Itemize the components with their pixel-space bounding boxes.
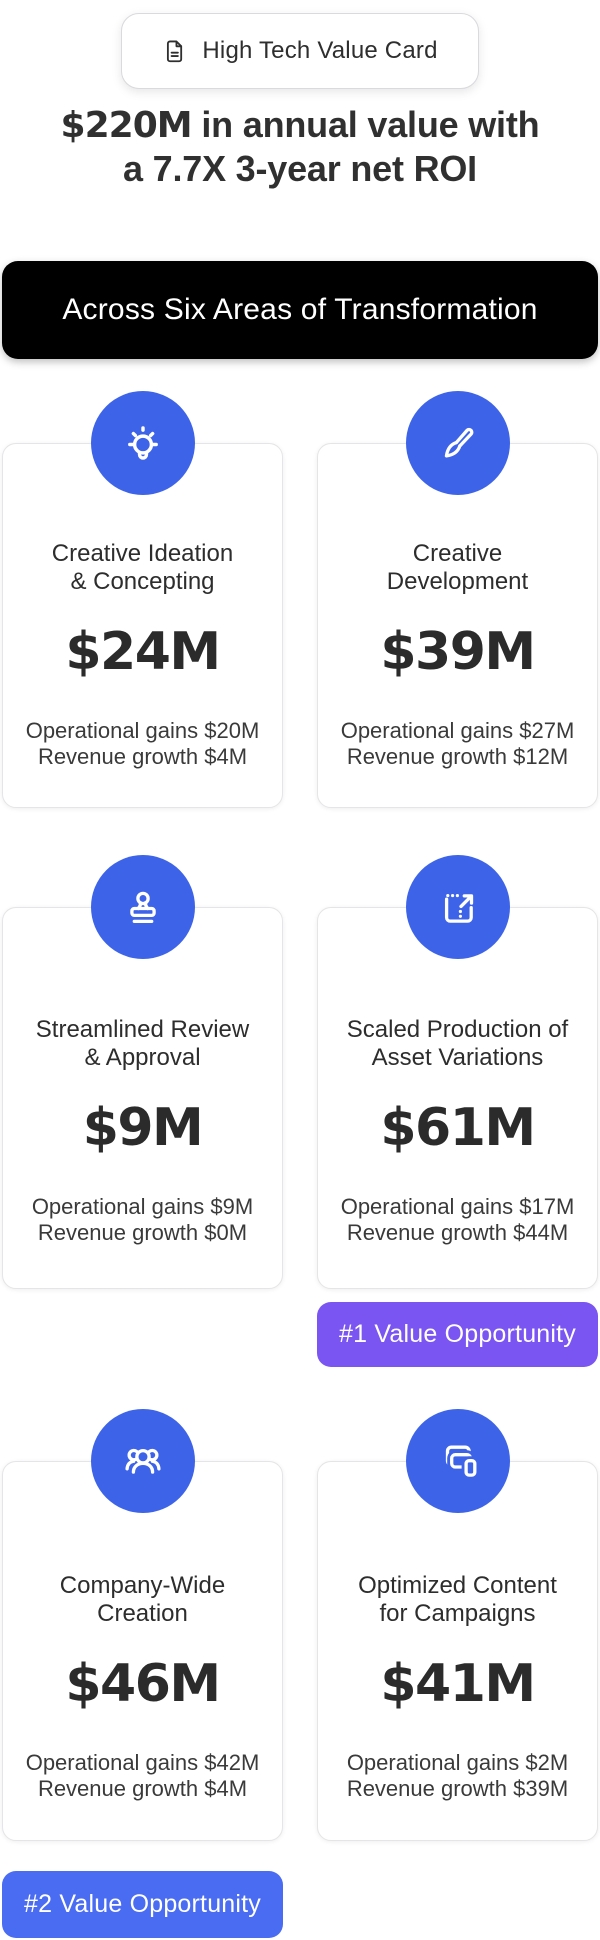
card-title-line: Asset Variations: [371, 1044, 544, 1071]
card-title: Creative Ideation & Concepting: [52, 540, 233, 596]
card-title-line: Company-Wide: [59, 1572, 226, 1599]
revenue-growth-text: Revenue growth $4M: [37, 1776, 248, 1801]
card-title-line: Scaled Production of: [346, 1016, 569, 1043]
card-title: Scaled Production of Asset Variations: [347, 1016, 568, 1072]
card-details: Operational gains $9M Revenue growth $0M: [32, 1194, 253, 1246]
badge-row-2: #2 Value Opportunity: [0, 1871, 600, 1938]
stamp-icon: [90, 855, 195, 959]
card-value: $41M: [380, 1654, 536, 1714]
operational-gains-text: Operational gains $9M: [31, 1194, 254, 1219]
card-value: $46M: [65, 1654, 221, 1714]
value-card-optimized-content: Optimized Content for Campaigns $41M Ope…: [317, 1409, 598, 1841]
revenue-growth-text: Revenue growth $12M: [346, 744, 569, 769]
card-row-2: Streamlined Review & Approval $9M Operat…: [0, 855, 600, 1289]
pill-label: High Tech Value Card: [202, 37, 438, 64]
people-group-icon: [90, 1409, 195, 1513]
card-value: $9M: [82, 1098, 204, 1158]
card-title-line: Creative Ideation: [51, 540, 234, 567]
document-icon: [162, 38, 189, 65]
headline-highlight: $220M: [60, 105, 193, 146]
value-card-creative-development: Creative Development $39M Operational ga…: [317, 391, 598, 808]
card-details: Operational gains $2M Revenue growth $39…: [347, 1750, 568, 1802]
value-card-streamlined-review: Streamlined Review & Approval $9M Operat…: [2, 855, 283, 1289]
card-value: $39M: [380, 622, 536, 682]
operational-gains-text: Operational gains $27M: [340, 718, 575, 743]
card-body: Streamlined Review & Approval $9M Operat…: [2, 907, 283, 1289]
card-body: Scaled Production of Asset Variations $6…: [317, 907, 598, 1289]
operational-gains-text: Operational gains $20M: [25, 718, 260, 743]
content-formats-icon: [405, 1409, 510, 1513]
card-title: Streamlined Review & Approval: [36, 1016, 249, 1072]
card-title-line: & Concepting: [70, 568, 215, 595]
card-row-3: Company-Wide Creation $46M Operational g…: [0, 1409, 600, 1841]
value-card-scaled-production: Scaled Production of Asset Variations $6…: [317, 855, 598, 1289]
card-title: Creative Development: [387, 540, 528, 596]
section-banner: Across Six Areas of Transformation: [2, 261, 598, 359]
headline-line2: a 7.7X 3-year net ROI: [123, 148, 477, 189]
card-title-line: Development: [386, 568, 529, 595]
card-title: Company-Wide Creation: [60, 1572, 225, 1628]
card-row-1: Creative Ideation & Concepting $24M Oper…: [0, 391, 600, 808]
card-title-line: Streamlined Review: [35, 1016, 250, 1043]
revenue-growth-text: Revenue growth $44M: [346, 1220, 569, 1245]
card-title-line: Optimized Content: [358, 1572, 557, 1599]
card-title-line: & Approval: [84, 1044, 201, 1071]
card-value: $24M: [65, 622, 221, 682]
operational-gains-text: Operational gains $42M: [25, 1750, 260, 1775]
value-card-company-wide-creation: Company-Wide Creation $46M Operational g…: [2, 1409, 283, 1841]
banner-label: Across Six Areas of Transformation: [62, 293, 538, 326]
value-card-creative-ideation: Creative Ideation & Concepting $24M Oper…: [2, 391, 283, 808]
card-title-line: Creative: [412, 540, 503, 567]
card-details: Operational gains $20M Revenue growth $4…: [26, 718, 260, 770]
card-value: $61M: [380, 1098, 536, 1158]
card-title-line: for Campaigns: [379, 1600, 536, 1627]
revenue-growth-text: Revenue growth $39M: [346, 1776, 569, 1801]
revenue-growth-text: Revenue growth $0M: [37, 1220, 248, 1245]
card-body: Company-Wide Creation $46M Operational g…: [2, 1461, 283, 1841]
card-title: Optimized Content for Campaigns: [358, 1572, 557, 1628]
card-body: Creative Ideation & Concepting $24M Oper…: [2, 443, 283, 808]
operational-gains-text: Operational gains $2M: [346, 1750, 569, 1775]
revenue-growth-text: Revenue growth $4M: [37, 744, 248, 769]
card-details: Operational gains $42M Revenue growth $4…: [26, 1750, 260, 1802]
headline-line1-rest: in annual value with: [191, 104, 540, 145]
card-title-line: Creation: [97, 1600, 188, 1627]
headline: $220M in annual value with a 7.7X 3-year…: [0, 103, 600, 190]
value-opportunity-badge-2: #2 Value Opportunity: [2, 1871, 283, 1938]
card-body: Creative Development $39M Operational ga…: [317, 443, 598, 808]
card-body: Optimized Content for Campaigns $41M Ope…: [317, 1461, 598, 1841]
card-details: Operational gains $27M Revenue growth $1…: [341, 718, 575, 770]
badge-row-1: #1 Value Opportunity: [0, 1302, 600, 1367]
paintbrush-icon: [405, 391, 510, 495]
value-opportunity-badge-1: #1 Value Opportunity: [317, 1302, 598, 1367]
title-pill: High Tech Value Card: [121, 13, 479, 89]
idea-icon: [90, 391, 195, 495]
operational-gains-text: Operational gains $17M: [340, 1194, 575, 1219]
scale-production-icon: [405, 855, 510, 959]
card-details: Operational gains $17M Revenue growth $4…: [341, 1194, 575, 1246]
